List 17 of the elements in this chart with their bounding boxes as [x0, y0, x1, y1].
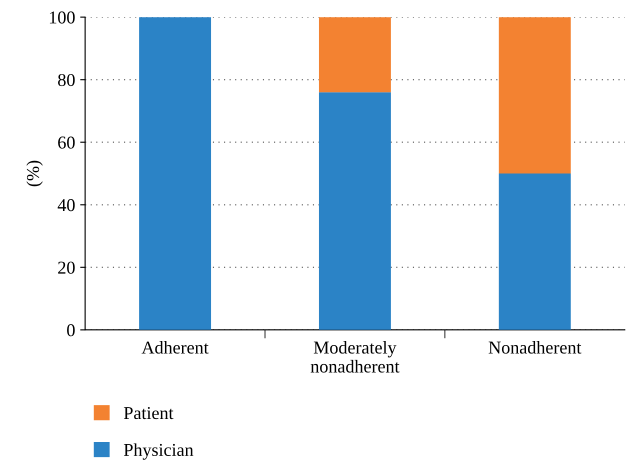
x-tick-label: Nonadherent [488, 340, 582, 354]
y-tick-label: 40 [58, 199, 75, 212]
y-tick-label: 100 [50, 11, 75, 24]
x-tick-label: Adherent [142, 340, 209, 354]
x-tick-label: Moderately nonadherent [310, 340, 400, 373]
y-axis-title: (%) [26, 160, 43, 186]
bar [498, 17, 571, 174]
y-tick-label: 20 [58, 262, 75, 274]
y-tick-label: 60 [58, 136, 75, 149]
bar [318, 92, 391, 330]
bar [139, 17, 212, 330]
legend-label: Physician [124, 443, 194, 460]
y-tick-label: 80 [58, 74, 75, 86]
bar [318, 17, 391, 92]
bar [498, 174, 571, 330]
y-tick-label: 0 [67, 324, 75, 336]
legend-label: Patient [124, 407, 174, 420]
